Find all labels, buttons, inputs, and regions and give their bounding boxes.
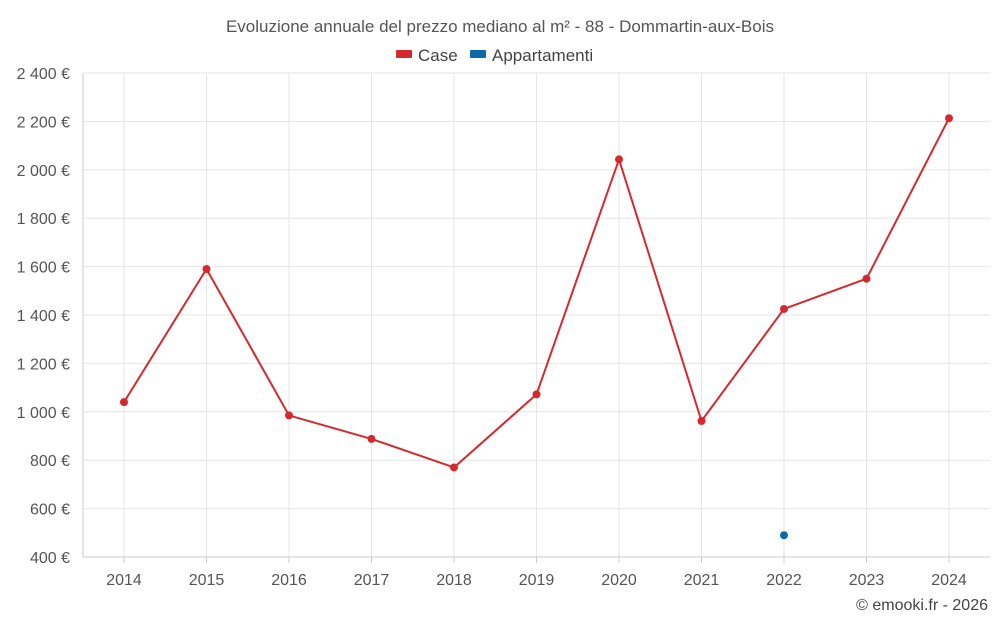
- y-tick-label: 2 000 €: [17, 163, 70, 180]
- x-tick-label: 2019: [519, 572, 555, 589]
- y-tick-label: 2 200 €: [17, 114, 70, 131]
- y-axis: 400 € 600 € 800 € 1 000 € 1 200 € 1 400 € 1 60…: [17, 66, 70, 567]
- y-tick-label: 1 000 €: [17, 405, 70, 422]
- y-tick-label: 1 600 €: [17, 260, 70, 277]
- series: [120, 114, 953, 540]
- y-tick-label: 1 400 €: [17, 308, 70, 325]
- x-tick-label: 2020: [601, 572, 637, 589]
- chart-title: Evoluzione annuale del prezzo mediano al…: [226, 17, 774, 36]
- x-tick-label: 2016: [271, 572, 307, 589]
- data-point-appartamenti-2022[interactable]: [780, 531, 788, 540]
- y-tick-label: 400 €: [30, 550, 70, 567]
- data-point-case-2015[interactable]: [202, 265, 211, 274]
- x-tick-label: 2022: [766, 572, 802, 589]
- x-tick-label: 2014: [106, 572, 142, 589]
- x-tick-label: 2024: [931, 572, 967, 589]
- data-point-case-2017[interactable]: [367, 434, 376, 443]
- legend-swatch-case: [396, 50, 412, 58]
- data-point-case-2014[interactable]: [120, 398, 128, 407]
- legend-swatch-appartamenti: [470, 50, 486, 58]
- legend: Case Appartamenti: [396, 46, 593, 65]
- data-point-case-2019[interactable]: [532, 390, 541, 399]
- legend-label-appartamenti: Appartamenti: [492, 46, 593, 65]
- y-tick-label: 800 €: [30, 453, 70, 470]
- x-tick-label: 2017: [354, 572, 390, 589]
- x-axis: 2014 2015 2016 2017 2018 2019 2020 2021 2022 2023…: [106, 557, 967, 589]
- x-tick-label: 2021: [684, 572, 720, 589]
- data-point-case-2022[interactable]: [780, 304, 788, 313]
- data-point-case-2024[interactable]: [945, 114, 953, 123]
- x-tick-label: 2023: [849, 572, 885, 589]
- legend-item-case[interactable]: Case: [396, 46, 458, 65]
- y-tick-label: 1 200 €: [17, 356, 70, 373]
- legend-item-appartamenti[interactable]: Appartamenti: [470, 46, 593, 65]
- x-tick-label: 2018: [436, 572, 472, 589]
- data-point-case-2023[interactable]: [862, 274, 871, 283]
- legend-label-case: Case: [418, 46, 458, 65]
- credit-text: © emooki.fr - 2026: [856, 597, 988, 614]
- x-tick-label: 2015: [189, 572, 225, 589]
- gridlines: [82, 72, 990, 558]
- data-point-case-2018[interactable]: [450, 463, 458, 472]
- y-tick-label: 1 800 €: [17, 211, 70, 228]
- data-point-case-2020[interactable]: [615, 155, 623, 164]
- y-tick-label: 600 €: [30, 502, 70, 519]
- data-point-case-2016[interactable]: [285, 411, 293, 420]
- data-point-case-2021[interactable]: [697, 416, 706, 425]
- y-tick-label: 2 400 €: [17, 66, 70, 83]
